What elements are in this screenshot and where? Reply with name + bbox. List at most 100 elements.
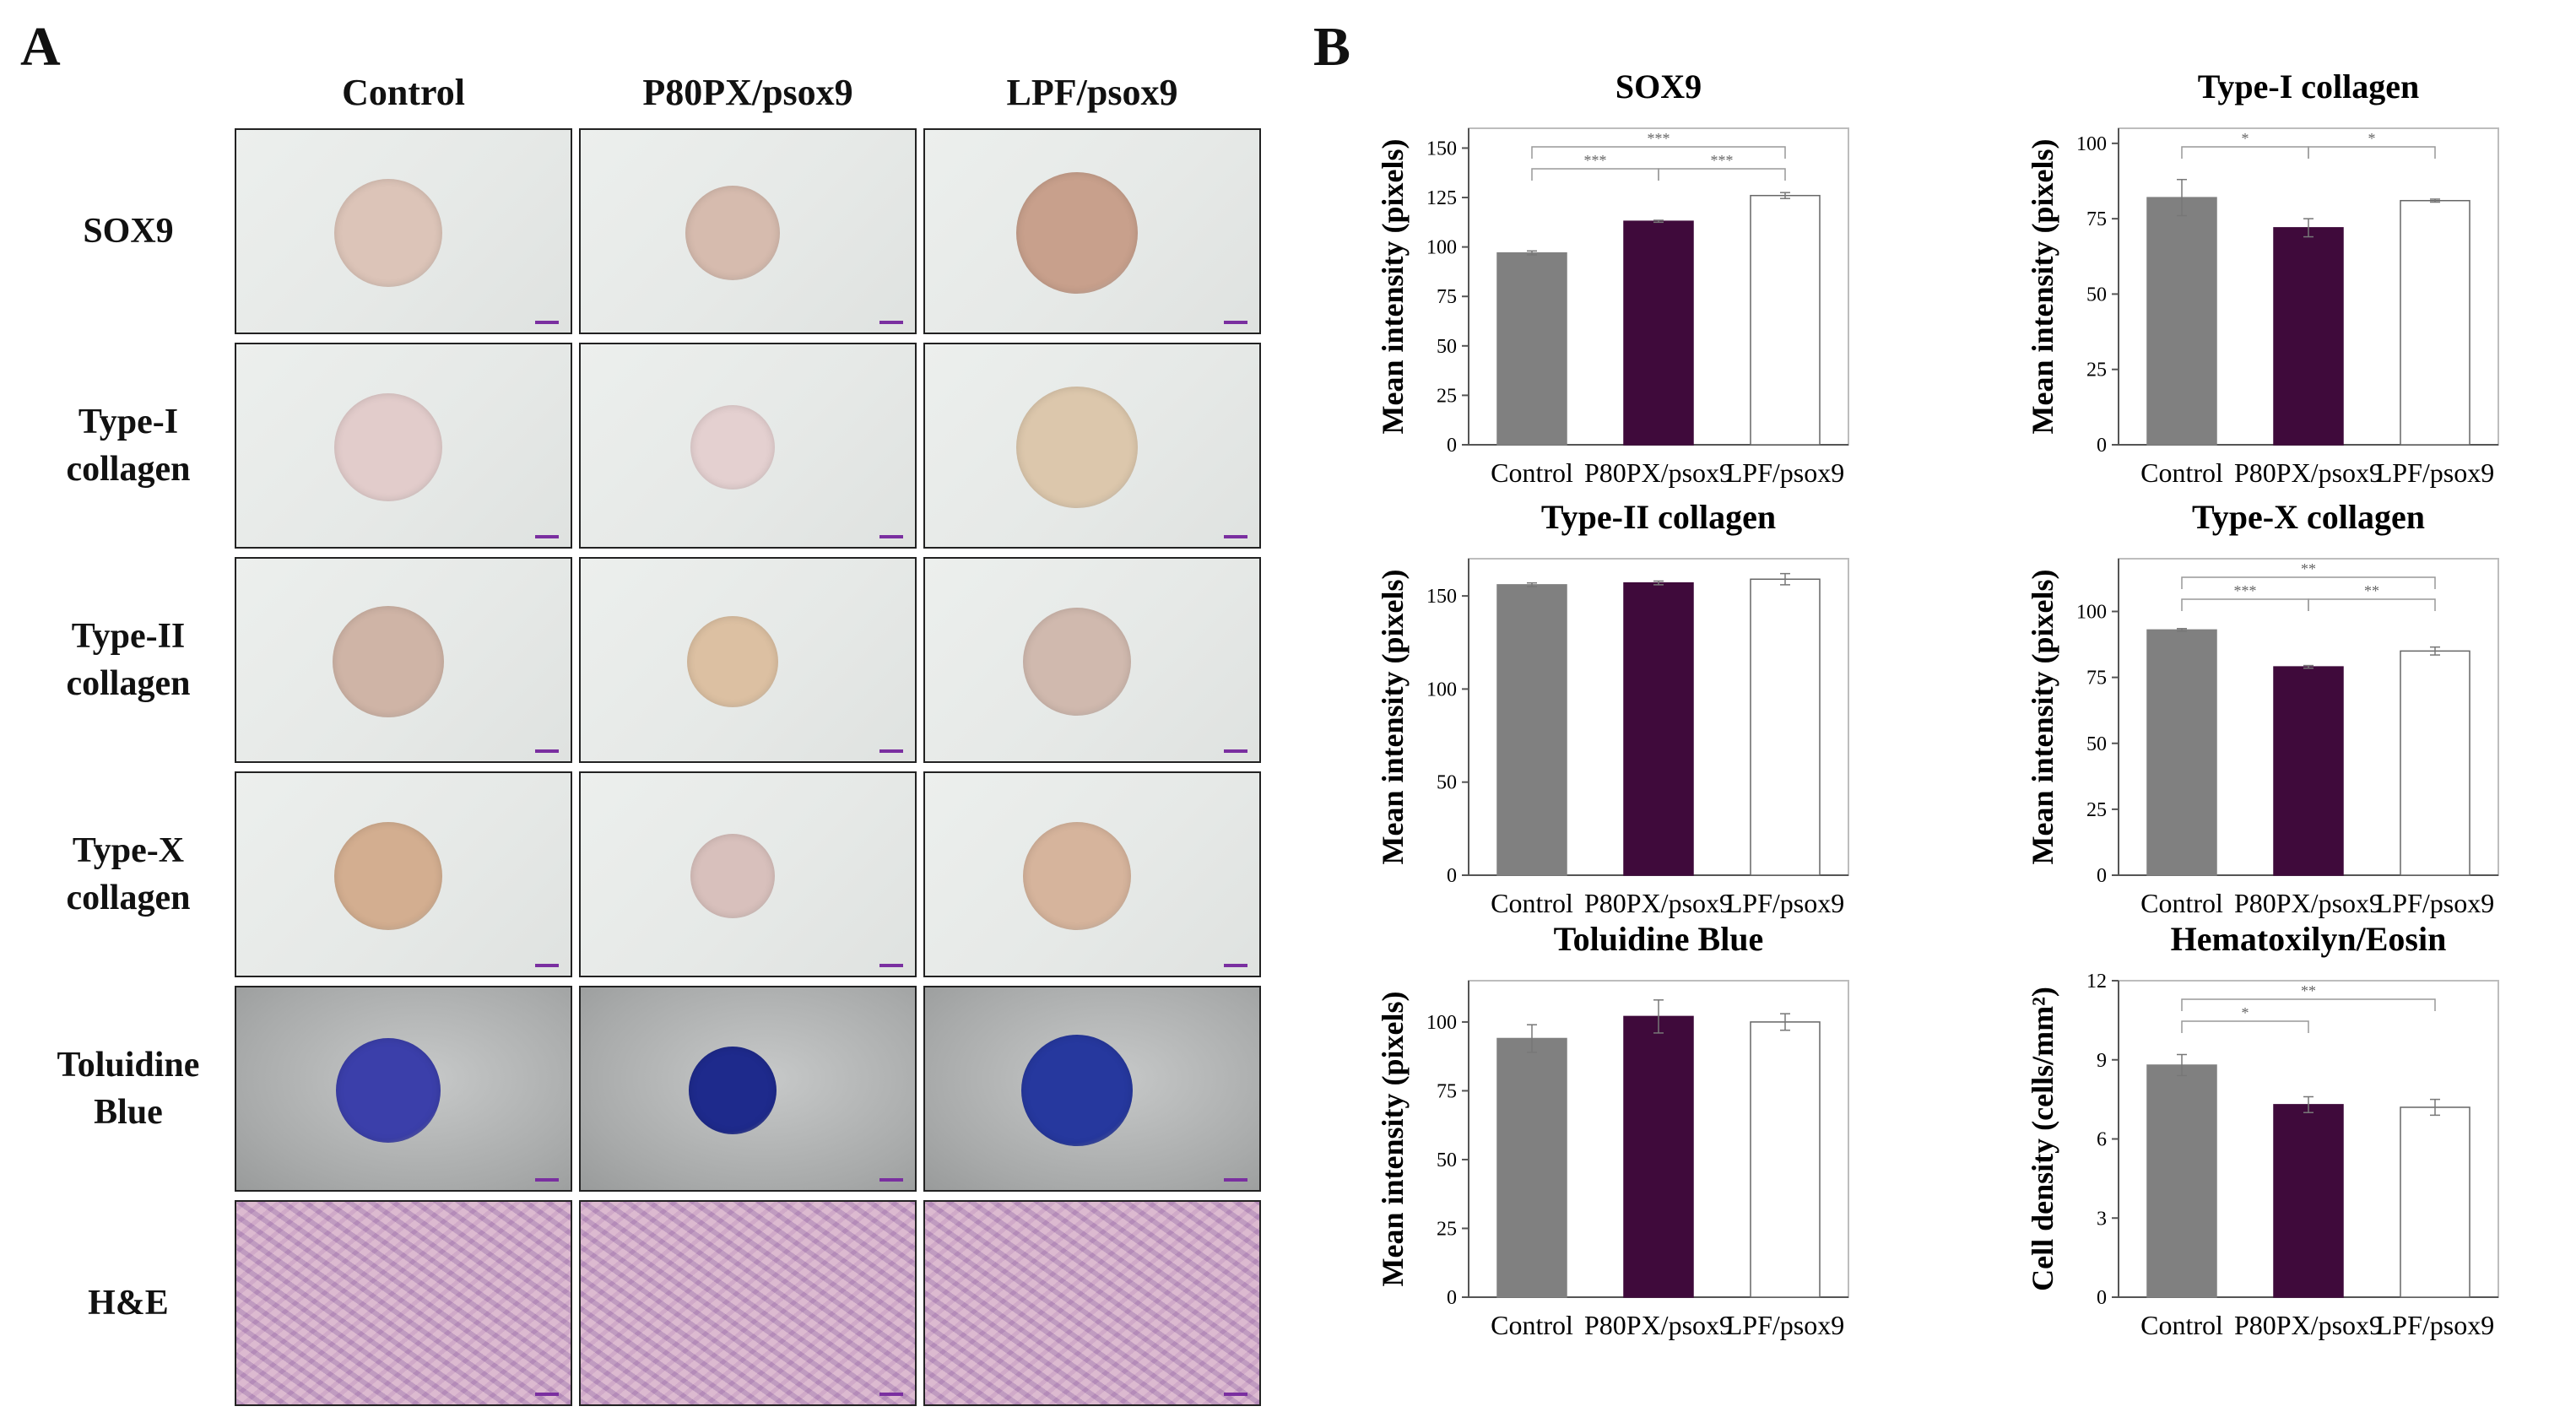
y-tick-label: 75 (2086, 208, 2107, 230)
y-axis-label: Mean intensity (pixels) (2026, 570, 2059, 865)
chart-4: Toluidine Blue 0 25 50 75 100 Mean intensity (… (1359, 920, 1941, 1346)
scale-bar (535, 535, 559, 538)
y-axis-label: Mean intensity (pixels) (1376, 992, 1410, 1287)
x-tick-label: LPF/psox9 (1726, 888, 1844, 918)
chart-0: SOX9 0 25 50 75 100 125 150 Mean intensity (pixe… (1359, 68, 1941, 494)
x-tick-label: P80PX/psox9 (2234, 457, 2383, 488)
y-tick-label: 0 (2097, 435, 2107, 457)
y-axis-label: Mean intensity (pixels) (1376, 139, 1410, 435)
bar-lpf-psox9 (2400, 1106, 2470, 1298)
scale-bar (879, 1393, 903, 1396)
micrograph-tile (923, 343, 1261, 549)
scale-bar (535, 1393, 559, 1396)
y-tick-label: 50 (1437, 336, 1457, 358)
row-header: H&E (19, 1200, 238, 1406)
y-axis-label: Mean intensity (pixels) (1376, 570, 1410, 865)
significance-bracket (1531, 168, 1659, 181)
scale-bar (535, 964, 559, 967)
bar-p80px-psox9 (2273, 666, 2344, 876)
micrograph-tile (923, 771, 1261, 977)
micrograph-tile (579, 128, 917, 334)
row-header-line: Type-X (72, 831, 185, 870)
scale-bar (1224, 535, 1247, 538)
bar-control (2146, 1064, 2217, 1298)
micrograph-tile (579, 771, 917, 977)
significance-label: ** (2301, 560, 2316, 577)
y-tick-label: 0 (2097, 1287, 2107, 1309)
scale-bar (879, 749, 903, 753)
scale-bar (1224, 1178, 1247, 1182)
y-tick-label: 100 (1426, 679, 1457, 700)
x-tick-label: Control (2140, 1310, 2223, 1340)
significance-label: * (2242, 130, 2249, 147)
pellet-disc (1023, 608, 1131, 716)
scale-bar (535, 321, 559, 324)
scale-bar (879, 1178, 903, 1182)
x-tick-label: P80PX/psox9 (1584, 888, 1733, 918)
y-tick-label: 3 (2097, 1208, 2107, 1230)
scale-bar (879, 535, 903, 538)
x-tick-label: Control (1491, 457, 1573, 488)
pellet-disc (333, 606, 444, 717)
column-header: LPF/psox9 (1006, 72, 1178, 113)
micrograph-tile (923, 128, 1261, 334)
significance-label: *** (1711, 152, 1734, 169)
panel-a-label: A (20, 16, 61, 78)
bar-control (2146, 197, 2217, 446)
scale-bar (1224, 964, 1247, 967)
row-header-line: collagen (66, 879, 191, 917)
significance-label: *** (1584, 152, 1607, 169)
pellet-disc (689, 1047, 777, 1134)
bar-control (1496, 584, 1567, 876)
micrograph-tile (235, 128, 572, 334)
micrograph-tile (579, 986, 917, 1192)
significance-label: ** (2301, 982, 2316, 999)
y-tick-label: 75 (1437, 286, 1457, 308)
y-tick-label: 25 (2086, 360, 2107, 381)
row-header-line: Toluidine (57, 1046, 200, 1085)
y-tick-label: 50 (2086, 284, 2107, 306)
significance-bracket (1531, 146, 1786, 159)
y-tick-label: 100 (1426, 237, 1457, 259)
significance-bracket (2181, 146, 2309, 159)
significance-bracket (2181, 998, 2436, 1011)
y-tick-label: 6 (2097, 1129, 2107, 1151)
x-tick-label: LPF/psox9 (2376, 888, 2494, 918)
bar-p80px-psox9 (2273, 227, 2344, 446)
significance-label: *** (1648, 130, 1670, 147)
significance-bracket (2181, 576, 2436, 589)
y-tick-label: 100 (1426, 1012, 1457, 1034)
y-tick-label: 12 (2086, 971, 2107, 993)
row-header-line: H&E (88, 1284, 169, 1323)
bar-p80px-psox9 (1623, 581, 1694, 876)
y-tick-label: 150 (1426, 138, 1457, 160)
panel-b-label: B (1313, 16, 1351, 78)
chart-title: Toluidine Blue (1554, 920, 1764, 958)
column-header: Control (342, 72, 465, 113)
y-tick-label: 125 (1426, 187, 1457, 209)
micrograph-tile (235, 343, 572, 549)
row-header: Type-X collagen (19, 771, 238, 977)
y-tick-label: 150 (1426, 586, 1457, 608)
pellet-disc (334, 822, 442, 930)
y-tick-label: 100 (2076, 133, 2107, 155)
y-tick-label: 0 (1447, 435, 1457, 457)
bar-lpf-psox9 (1750, 1021, 1821, 1298)
row-header: Type-I collagen (19, 343, 238, 549)
x-tick-label: LPF/psox9 (1726, 1310, 1844, 1340)
micrograph-tile (235, 557, 572, 763)
row-header: SOX9 (19, 128, 238, 334)
pellet-disc (1016, 387, 1138, 508)
significance-bracket (2181, 1020, 2309, 1033)
row-header-line: collagen (66, 450, 191, 489)
y-tick-label: 25 (1437, 1218, 1457, 1240)
y-tick-label: 0 (1447, 1287, 1457, 1309)
bar-p80px-psox9 (2273, 1104, 2344, 1298)
scale-bar (1224, 1393, 1247, 1396)
row-header: Type-II collagen (19, 557, 238, 763)
micrograph-tile (923, 986, 1261, 1192)
micrograph-tile (235, 986, 572, 1192)
chart-5: Hematoxilyn/Eosin 0 3 6 9 12 Cell density (cel… (2009, 920, 2576, 1346)
chart-title: Type-II collagen (1541, 498, 1776, 536)
bar-p80px-psox9 (1623, 220, 1694, 446)
